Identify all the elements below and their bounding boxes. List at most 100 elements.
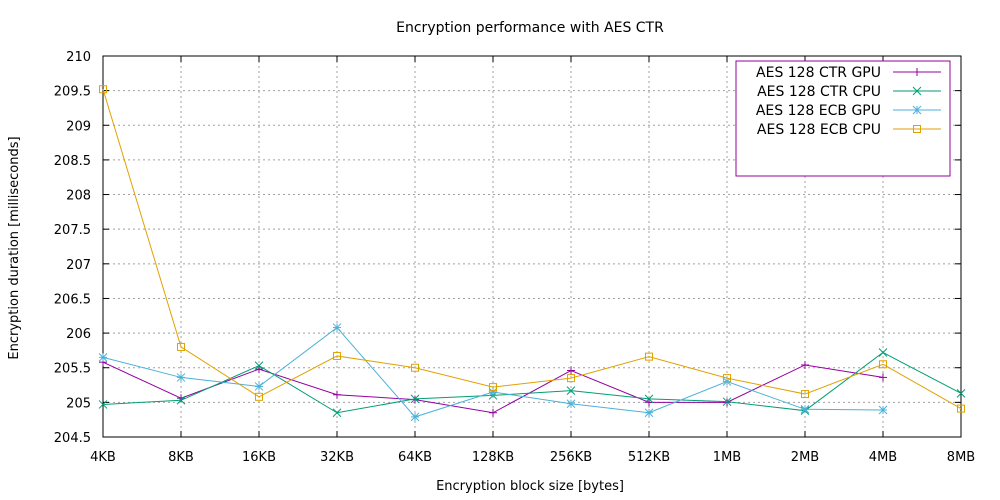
data-point xyxy=(566,399,576,409)
marker-square xyxy=(645,352,653,361)
data-point xyxy=(489,408,497,417)
marker-stroke xyxy=(644,408,654,418)
data-point xyxy=(567,366,575,375)
marker-stroke xyxy=(332,323,342,332)
data-point xyxy=(333,390,341,399)
data-point xyxy=(723,374,731,383)
data-point xyxy=(410,412,420,422)
x-tick-label: 8MB xyxy=(947,450,975,465)
marker-square xyxy=(255,392,263,401)
data-point xyxy=(254,382,264,391)
legend-label: AES 128 CTR CPU xyxy=(757,84,881,100)
marker-stroke xyxy=(878,348,888,357)
marker-square xyxy=(567,374,575,383)
data-point xyxy=(176,395,186,405)
marker-square xyxy=(99,85,107,94)
data-point xyxy=(332,408,342,418)
data-point xyxy=(177,342,185,351)
data-point xyxy=(644,408,654,418)
data-point xyxy=(177,394,185,403)
data-point xyxy=(255,392,263,401)
data-point xyxy=(98,400,108,409)
marker-square xyxy=(957,404,965,413)
y-axis-label: Encryption duration [milliseconds] xyxy=(7,136,22,359)
y-tick-label: 208 xyxy=(66,189,91,204)
chart-title: Encryption performance with AES CTR xyxy=(396,20,664,36)
x-tick-label: 128KB xyxy=(472,450,514,465)
series-group xyxy=(98,85,966,422)
data-point xyxy=(333,351,341,360)
marker-square xyxy=(333,351,341,360)
data-point xyxy=(801,360,809,369)
marker-square xyxy=(411,363,419,372)
data-point xyxy=(801,390,809,399)
data-point xyxy=(645,398,653,407)
marker-stroke xyxy=(488,387,498,397)
marker-stroke xyxy=(644,394,654,404)
data-point xyxy=(410,394,420,404)
legend-label: AES 128 ECB CPU xyxy=(757,122,881,138)
series-aes-128-ecb-cpu xyxy=(99,85,965,413)
x-tick-label: 4MB xyxy=(869,450,897,465)
data-point xyxy=(878,348,888,357)
data-point xyxy=(913,125,921,133)
data-point xyxy=(957,404,965,413)
marker-stroke xyxy=(410,412,420,422)
marker-square xyxy=(177,342,185,351)
data-point xyxy=(879,373,887,382)
marker-square xyxy=(723,374,731,383)
data-point xyxy=(956,389,966,398)
marker-stroke xyxy=(254,361,264,371)
data-point xyxy=(912,105,922,115)
marker-stroke xyxy=(956,389,966,398)
data-point xyxy=(566,386,576,395)
y-tick-label: 207.5 xyxy=(54,223,91,238)
x-tick-label: 2MB xyxy=(791,450,819,465)
x-tick-label: 256KB xyxy=(550,450,592,465)
y-tick-label: 209.5 xyxy=(54,85,91,100)
data-point xyxy=(800,404,810,414)
y-tick-label: 205.5 xyxy=(54,362,91,377)
marker-stroke xyxy=(912,86,922,96)
data-point xyxy=(176,373,186,382)
marker-stroke xyxy=(176,373,186,382)
x-tick-label: 512KB xyxy=(628,450,670,465)
data-point xyxy=(99,85,107,94)
x-tick-label: 1MB xyxy=(713,450,741,465)
marker-stroke xyxy=(566,399,576,409)
legend-label: AES 128 CTR GPU xyxy=(756,65,881,81)
data-point xyxy=(878,405,888,415)
plot-frame xyxy=(102,55,962,438)
marker-stroke xyxy=(410,394,420,404)
marker-stroke xyxy=(98,400,108,409)
marker-stroke xyxy=(912,105,922,115)
data-point xyxy=(912,86,922,96)
y-tick-label: 209 xyxy=(66,119,91,134)
legend: AES 128 CTR GPU AES 128 CTR CPU AES 128 EC… xyxy=(735,60,951,177)
marker-stroke xyxy=(98,352,108,362)
y-tick-label: 207 xyxy=(66,258,91,273)
x-axis-label: Encryption block size [bytes] xyxy=(436,479,624,494)
data-point xyxy=(722,397,732,407)
data-point xyxy=(644,394,654,404)
marker-square xyxy=(913,125,921,133)
y-tick-label: 206.5 xyxy=(54,292,91,307)
data-point xyxy=(567,374,575,383)
axes: 4KB 8KB 16KB 32KB 64KB 128KB 256KB 512KB 1MB 2MB 4… xyxy=(54,50,975,465)
series-line xyxy=(102,351,962,414)
marker-stroke xyxy=(332,408,342,418)
marker-square xyxy=(489,383,497,392)
marker-stroke xyxy=(176,395,186,405)
data-point xyxy=(645,352,653,361)
marker-stroke xyxy=(800,404,810,414)
series-line xyxy=(102,89,962,410)
marker-stroke xyxy=(722,397,732,407)
data-point xyxy=(488,387,498,397)
marker-square xyxy=(879,360,887,369)
data-point xyxy=(913,68,921,76)
data-point xyxy=(489,383,497,392)
y-tick-label: 204.5 xyxy=(54,431,91,446)
legend-box xyxy=(735,60,951,177)
